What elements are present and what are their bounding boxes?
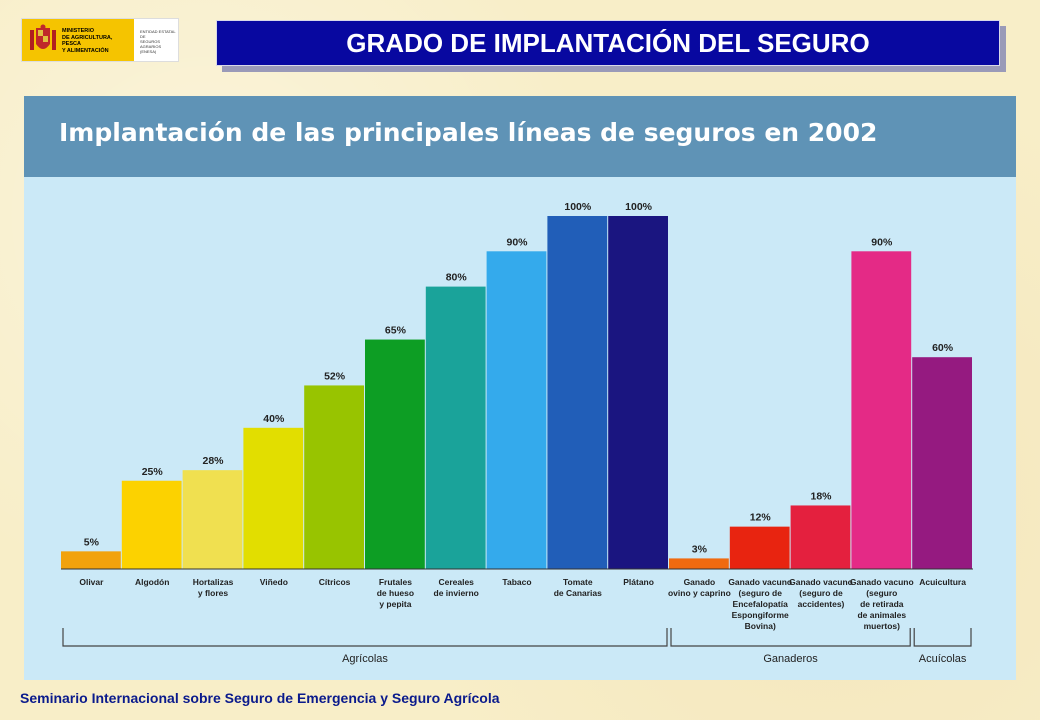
data-label: 60% bbox=[932, 342, 954, 354]
group-label: Ganaderos bbox=[763, 653, 818, 665]
bar bbox=[851, 251, 912, 570]
bar bbox=[547, 216, 608, 569]
bar bbox=[182, 470, 243, 569]
group-label: Acuícolas bbox=[919, 653, 967, 665]
category-label: Cereales de invierno bbox=[434, 577, 479, 598]
data-label: 100% bbox=[625, 201, 653, 213]
bar bbox=[121, 480, 182, 569]
group-label: Agrícolas bbox=[342, 653, 388, 665]
category-label: Ganado vacuno (seguro de Encefalopatía Espo… bbox=[728, 577, 792, 631]
category-label: Acuicultura bbox=[919, 577, 966, 587]
slide-title: GRADO DE IMPLANTACIÓN DEL SEGURO bbox=[216, 20, 1000, 66]
data-label: 65% bbox=[385, 325, 407, 337]
category-label: Frutales de hueso y pepita bbox=[377, 577, 414, 609]
category-label: Olivar bbox=[79, 577, 104, 587]
entity-name: ENTIDAD ESTATAL DE SEGUROS AGRARIOS (ENE… bbox=[140, 29, 176, 54]
bar-chart: 5% Olivar 25% Algodón 28% Hortalizas y flores 4… bbox=[61, 201, 973, 665]
data-label: 5% bbox=[84, 536, 100, 548]
group-bracket bbox=[670, 628, 911, 647]
data-label: 28% bbox=[202, 455, 224, 467]
data-label: 90% bbox=[506, 236, 528, 248]
bar bbox=[304, 385, 364, 569]
bar bbox=[61, 551, 121, 569]
bar bbox=[425, 286, 486, 569]
bar bbox=[365, 339, 425, 569]
data-label: 12% bbox=[750, 512, 772, 524]
category-label: Ganado vacuno (seguro de retirada de animal… bbox=[850, 577, 914, 631]
bar bbox=[608, 216, 668, 569]
data-label: 18% bbox=[810, 490, 832, 502]
category-label: Algodón bbox=[135, 577, 169, 587]
logo-yellow-panel: MINISTERIO DE AGRICULTURA, PESCA Y ALIME… bbox=[22, 19, 134, 61]
data-label: 3% bbox=[692, 543, 708, 555]
data-label: 40% bbox=[263, 413, 285, 425]
bar bbox=[729, 526, 790, 569]
chart-title: Implantación de las principales líneas d… bbox=[59, 118, 878, 147]
data-label: 52% bbox=[324, 370, 346, 382]
category-label: Tabaco bbox=[502, 577, 531, 587]
ministry-name: MINISTERIO DE AGRICULTURA, PESCA Y ALIME… bbox=[62, 28, 113, 54]
bar bbox=[669, 558, 729, 569]
category-label: Plátano bbox=[623, 577, 654, 587]
chart-panel: Implantación de las principales líneas d… bbox=[24, 96, 1016, 680]
group-bracket bbox=[62, 628, 668, 647]
bar bbox=[912, 357, 972, 569]
category-label: Viñedo bbox=[260, 577, 288, 587]
category-label: Hortalizas y flores bbox=[193, 577, 234, 598]
footer-text: Seminario Internacional sobre Seguro de … bbox=[20, 690, 500, 706]
chart-header: Implantación de las principales líneas d… bbox=[24, 96, 1016, 177]
data-label: 90% bbox=[871, 236, 893, 248]
ministry-logo: MINISTERIO DE AGRICULTURA, PESCA Y ALIME… bbox=[21, 18, 179, 62]
group-bracket bbox=[913, 628, 972, 647]
bar bbox=[486, 251, 547, 570]
bar bbox=[790, 505, 851, 569]
category-label: Ganado vacuno (seguro de accidentes) bbox=[789, 577, 853, 609]
category-label: Ganado ovino y caprino bbox=[668, 577, 731, 598]
data-label: 25% bbox=[142, 466, 164, 478]
coat-of-arms-icon bbox=[30, 24, 56, 50]
category-label: Tomate de Canarias bbox=[554, 577, 602, 598]
data-label: 80% bbox=[446, 272, 468, 284]
bar bbox=[243, 427, 304, 569]
category-label: Cítricos bbox=[319, 577, 351, 587]
data-label: 100% bbox=[564, 201, 592, 213]
